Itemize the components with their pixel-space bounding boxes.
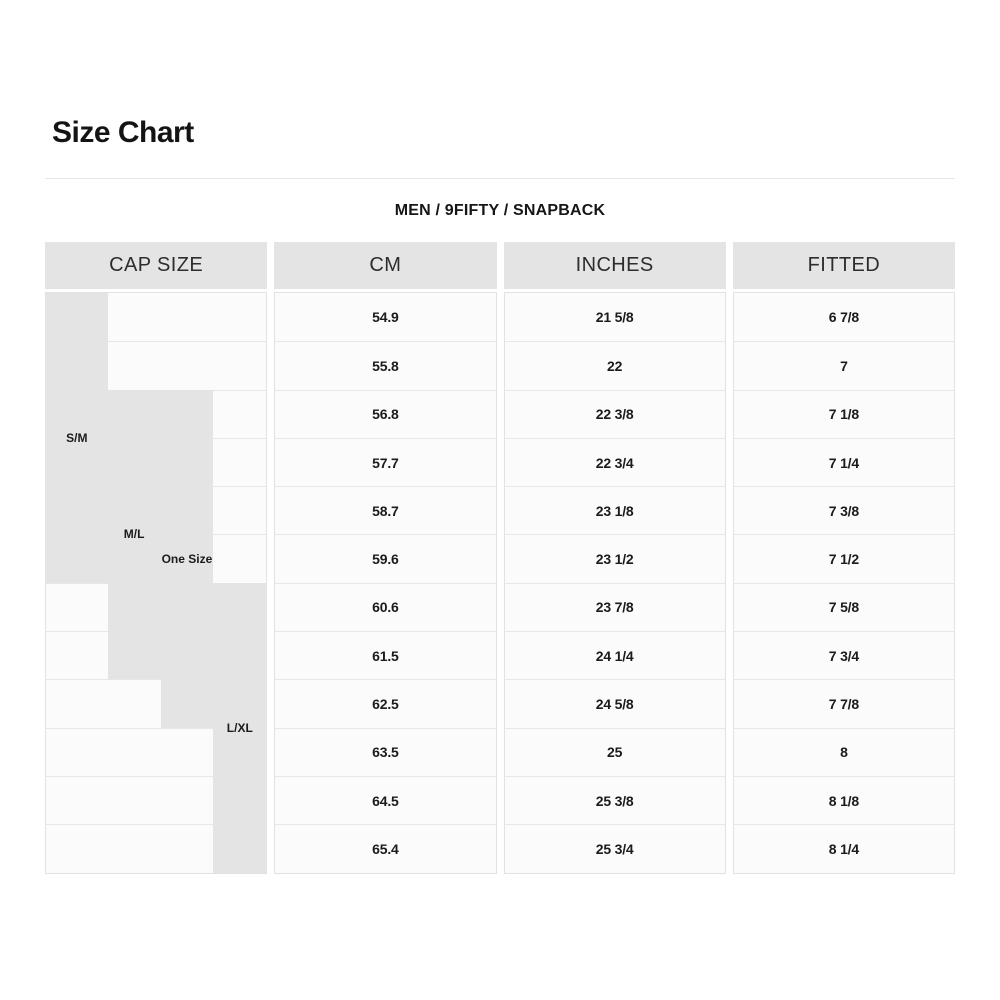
inches-value-cell: 22 3/8 [504, 389, 725, 438]
fitted-value-cell: 6 7/8 [733, 293, 954, 342]
inches-value-cell: 25 3/4 [504, 824, 725, 873]
size-group-block-s-m: S/M [46, 293, 108, 583]
inches-value-cell: 21 5/8 [504, 293, 725, 342]
cm-value-cell: 57.7 [275, 437, 496, 487]
fitted-value-cell: 7 1/4 [733, 437, 954, 487]
cm-value-cell: 61.5 [275, 631, 496, 680]
inches-value-cell: 23 1/2 [504, 534, 725, 583]
fitted-value-cell: 8 1/4 [733, 824, 954, 873]
fitted-value-cell: 7 3/4 [733, 631, 954, 680]
cm-value-cell: 56.8 [275, 389, 496, 438]
inches-value-cell: 24 5/8 [504, 679, 725, 728]
capsize-row-stripe [46, 824, 267, 872]
size-group-label: M/L [123, 527, 145, 542]
cm-value-cell: 54.9 [275, 293, 496, 342]
column-header-cm: CM [274, 242, 497, 289]
capsize-row-stripe [46, 727, 267, 776]
size-group-block-m-l: M/L [107, 389, 161, 680]
column-header-cap-size: CAP SIZE [45, 242, 268, 289]
fitted-value-cell: 7 [733, 341, 954, 390]
fitted-value-cell: 7 1/2 [733, 534, 954, 583]
cm-value-cell: 64.5 [275, 775, 496, 825]
capsize-row-stripe [46, 775, 267, 824]
inches-value-cell: 23 7/8 [504, 582, 725, 632]
table-body: S/M M/L One Size L/XL 54.9 55.8 56.8 57.7 58.7 5… [45, 292, 955, 874]
cm-column: 54.9 55.8 56.8 57.7 58.7 59.6 60.6 61.5 62.5 63.5… [274, 292, 497, 874]
divider [45, 178, 955, 179]
cm-value-cell: 59.6 [275, 534, 496, 583]
inches-value-cell: 23 1/8 [504, 486, 725, 535]
inches-value-cell: 24 1/4 [504, 631, 725, 680]
cm-value-cell: 63.5 [275, 727, 496, 776]
cm-value-cell: 58.7 [275, 486, 496, 535]
page-title: Size Chart [52, 116, 194, 149]
category-breadcrumb: MEN / 9FIFTY / SNAPBACK [394, 202, 606, 219]
capsize-row-stripe [46, 341, 267, 389]
size-group-block-one-size: One Size [160, 389, 214, 728]
fitted-value-cell: 7 3/8 [733, 486, 954, 535]
cm-value-cell: 62.5 [275, 679, 496, 728]
cm-value-cell: 65.4 [275, 824, 496, 873]
cm-value-cell: 55.8 [275, 341, 496, 390]
table-header-row: CAP SIZE CM INCHES FITTED [45, 242, 955, 289]
fitted-value-cell: 8 [733, 727, 954, 776]
cm-value-cell: 60.6 [275, 582, 496, 632]
fitted-value-cell: 7 1/8 [733, 389, 954, 438]
size-chart-table: CAP SIZE CM INCHES FITTED S/M M/L One Size… [45, 242, 955, 874]
size-group-block-l-xl: L/XL [213, 582, 267, 873]
inches-value-cell: 25 3/8 [504, 775, 725, 825]
column-header-inches: INCHES [503, 242, 726, 289]
inches-column: 21 5/8 22 22 3/8 22 3/4 23 1/8 23 1/2 23 7/8 24… [503, 292, 726, 874]
capsize-column: S/M M/L One Size L/XL [45, 292, 268, 874]
size-group-label: One Size [161, 551, 213, 566]
size-chart-page: Size Chart MEN / 9FIFTY / SNAPBACK CAP S… [45, 116, 955, 874]
inches-value-cell: 22 [504, 341, 725, 390]
size-group-label: S/M [66, 430, 88, 445]
fitted-value-cell: 7 7/8 [733, 679, 954, 728]
fitted-value-cell: 7 5/8 [733, 582, 954, 632]
inches-value-cell: 22 3/4 [504, 437, 725, 487]
fitted-value-cell: 8 1/8 [733, 775, 954, 825]
inches-value-cell: 25 [504, 727, 725, 776]
capsize-row-stripe [46, 679, 267, 727]
fitted-column: 6 7/8 7 7 1/8 7 1/4 7 3/8 7 1/2 7 5/8 7 3/4 7 7/… [732, 292, 955, 874]
column-header-fitted: FITTED [732, 242, 955, 289]
size-group-label: L/XL [226, 720, 253, 735]
